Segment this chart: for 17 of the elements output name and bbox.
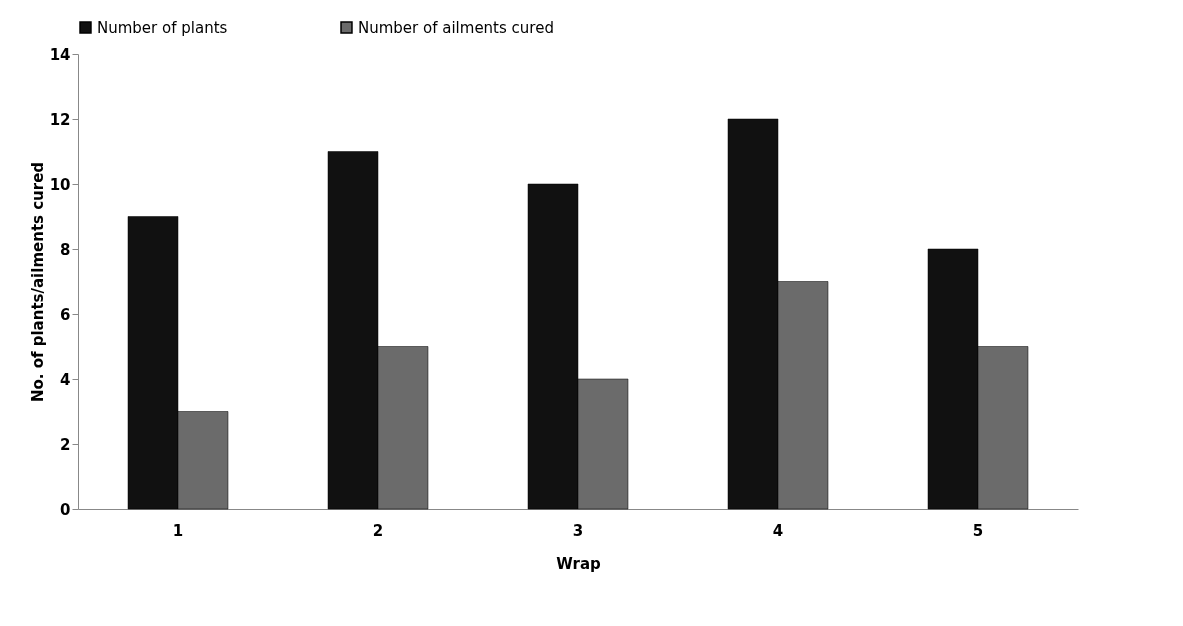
x-tick-label: 5 (972, 521, 984, 540)
x-tick-label: 3 (572, 521, 584, 540)
y-tick-label: 10 (49, 175, 71, 194)
x-tick-label: 2 (372, 521, 384, 540)
y-tick-label: 6 (60, 305, 71, 324)
y-tick-label: 0 (60, 500, 71, 519)
x-axis-title: Wrap (556, 554, 602, 573)
legend-label: Number of plants (97, 18, 228, 37)
x-tick-label: 4 (772, 521, 784, 540)
y-tick-label: 4 (60, 370, 71, 389)
y-tick-label: 8 (60, 240, 71, 259)
y-tick-label: 14 (49, 45, 71, 64)
legend-label: Number of ailments cured (358, 18, 554, 37)
y-tick-label: 12 (49, 110, 71, 129)
x-tick-label: 1 (172, 521, 184, 540)
y-axis-title: No. of plants/ailments cured (28, 161, 47, 403)
y-tick-label: 2 (60, 435, 71, 454)
